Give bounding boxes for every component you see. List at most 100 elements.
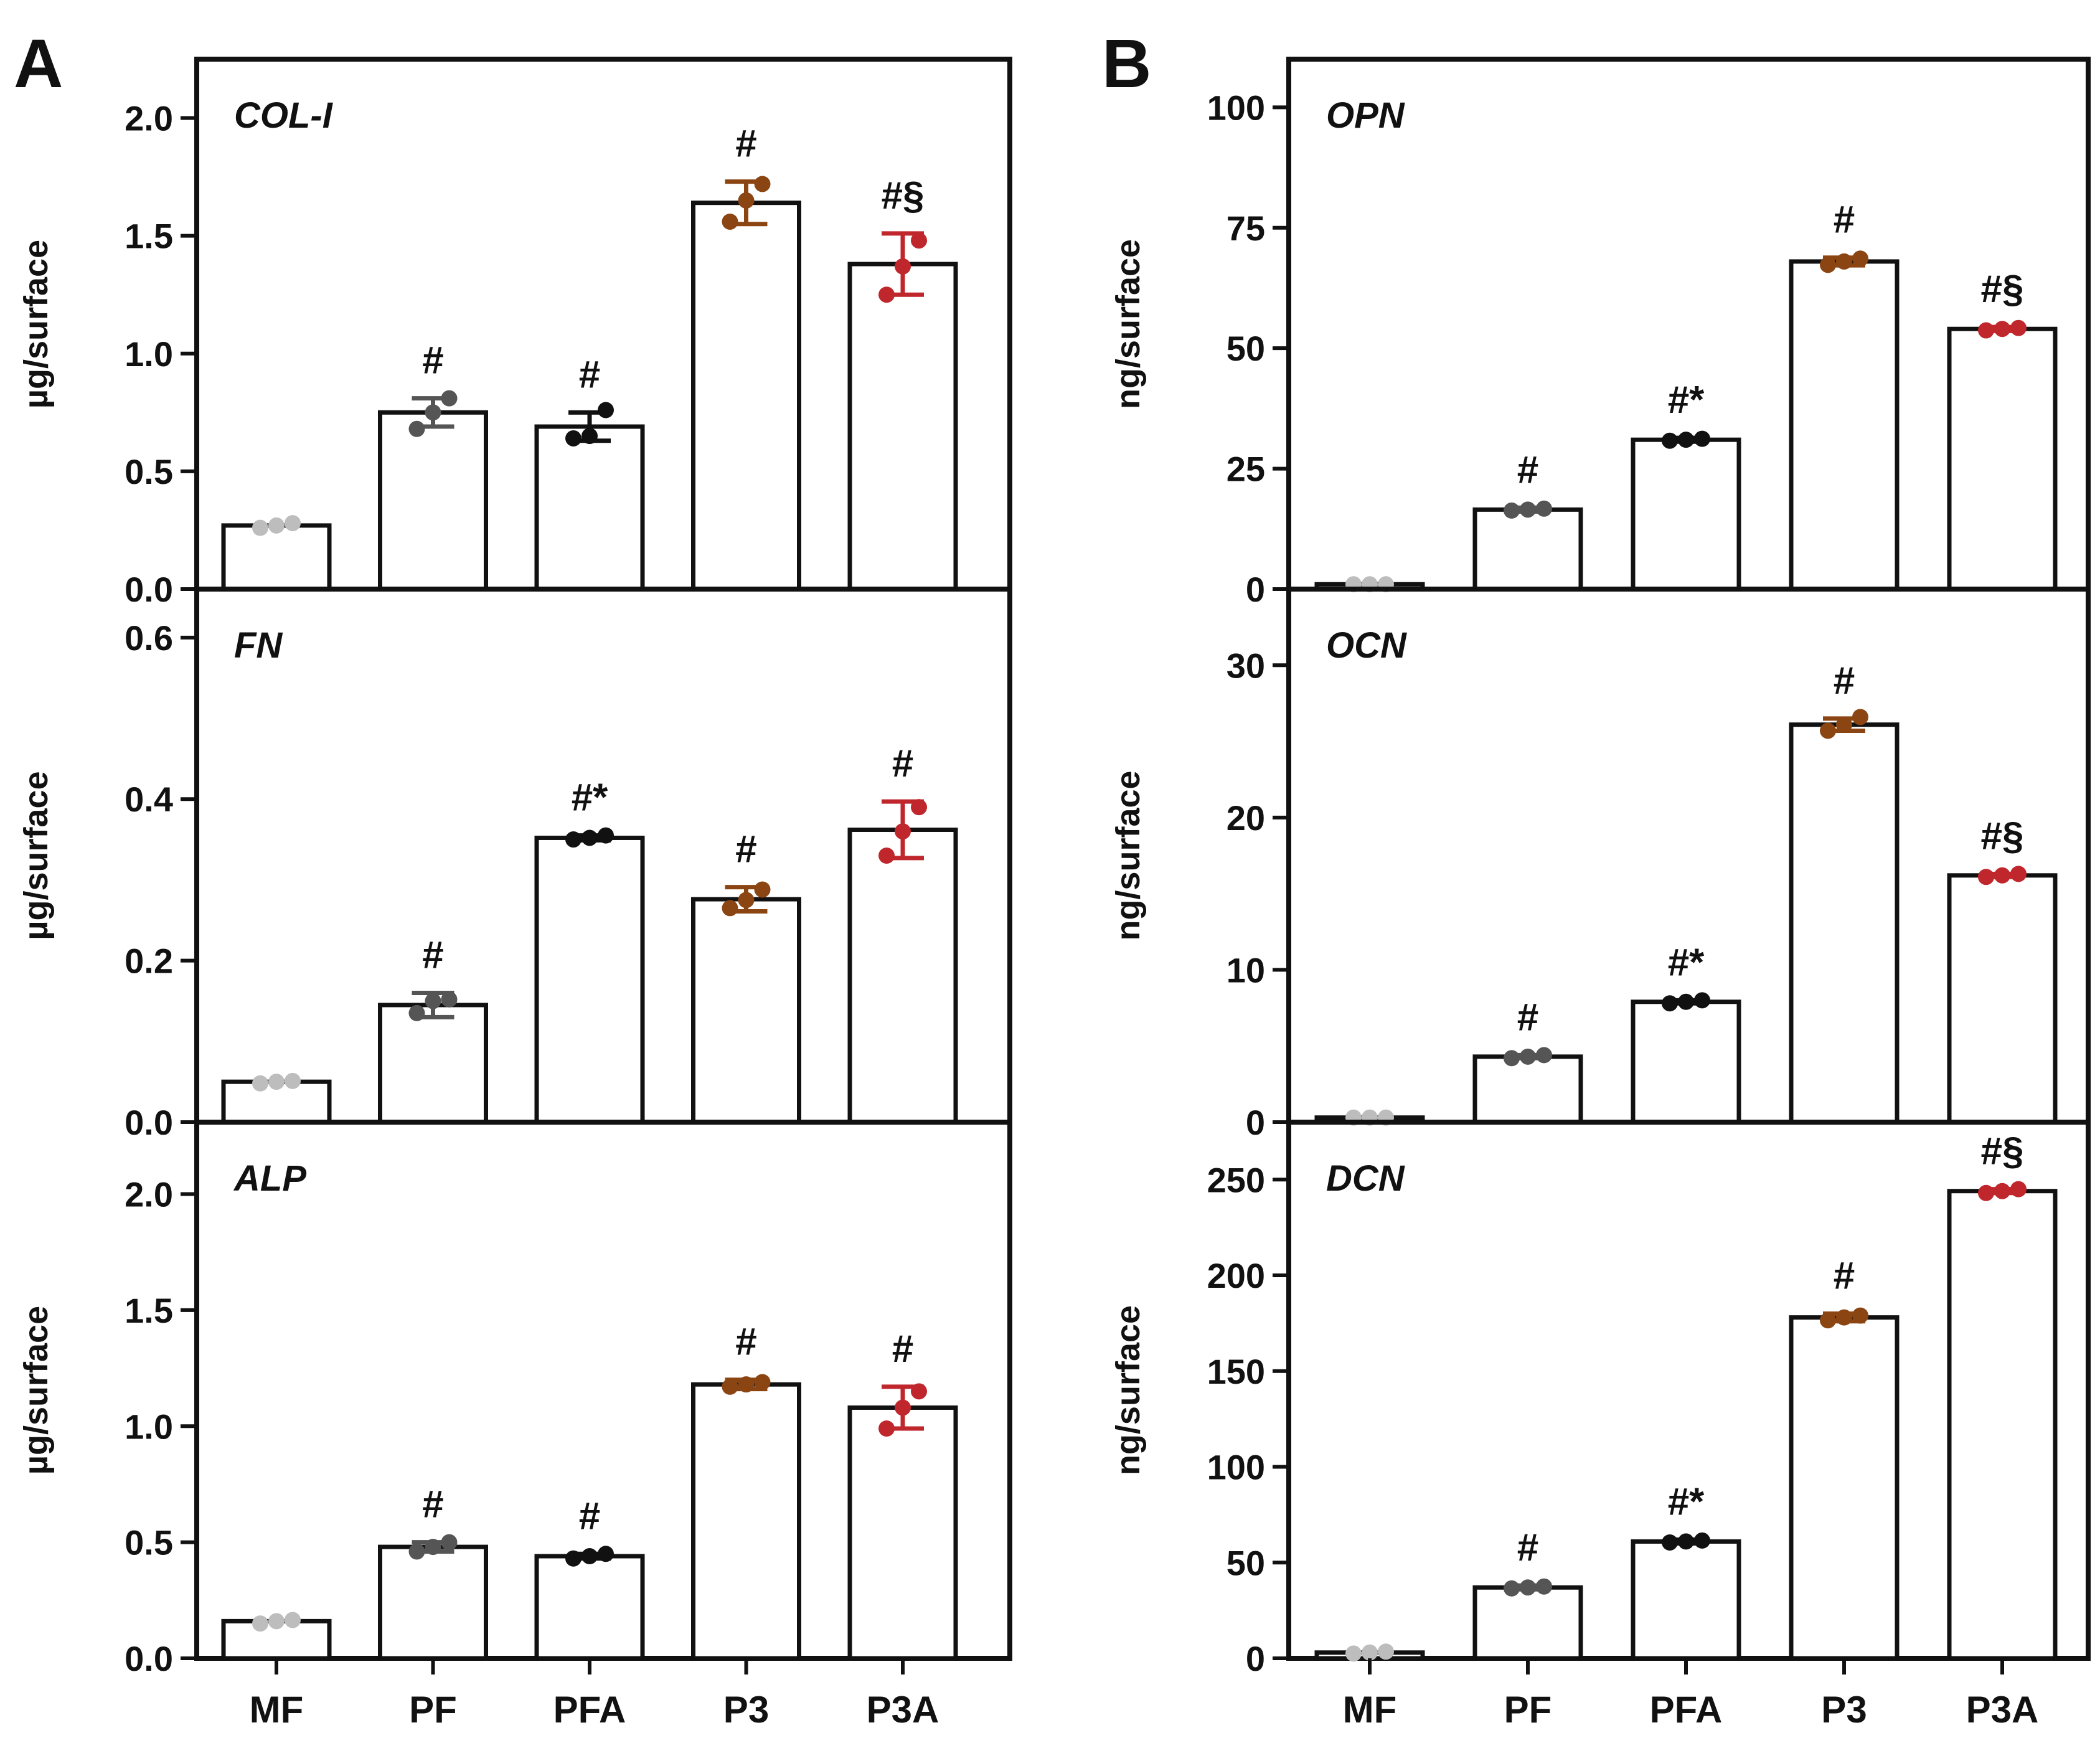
chart-opn-ytick-label-2: 50 <box>1227 329 1265 368</box>
chart-fn-mf-point-2 <box>285 1072 301 1089</box>
x-label-a-pf: PF <box>409 1689 457 1731</box>
chart-ocn: OCN ng/surface 0 10 20 30 # #* # #§ <box>1109 587 2091 1142</box>
chart-fn-p3a-bar <box>847 827 958 1125</box>
x-label-b-pf: PF <box>1504 1689 1552 1731</box>
chart-dcn-mf-point-2 <box>1378 1643 1394 1660</box>
panel-letter-b: B <box>1102 26 1151 102</box>
chart-ocn-p3a-annotation: #§ <box>1981 815 2024 857</box>
chart-ocn-p3a-point-1 <box>1994 867 2010 884</box>
chart-ocn-ytick-label-3: 30 <box>1227 646 1265 685</box>
chart-fn-pf-point-2 <box>441 991 458 1008</box>
chart-fn-mf-point-0 <box>252 1075 268 1092</box>
chart-opn-ytick-label-1: 25 <box>1227 450 1265 489</box>
chart-col-i-pf-bar <box>378 410 488 592</box>
chart-ocn-p3-bar <box>1789 722 1900 1125</box>
chart-opn-p3a-point-1 <box>1994 321 2010 338</box>
chart-col-i-mf-point-0 <box>252 519 268 536</box>
chart-col-i-ytick-label-1: 0.5 <box>125 452 173 491</box>
chart-alp: ALP µg/surface 0.0 0.5 1.0 1.5 2.0 # # # # <box>17 1120 1012 1678</box>
chart-ocn-pf-point-2 <box>1536 1047 1552 1064</box>
chart-ocn-pf-annotation: # <box>1517 996 1538 1039</box>
chart-dcn-mf-point-0 <box>1345 1645 1362 1662</box>
chart-col-i-ylabel: µg/surface <box>17 240 55 409</box>
chart-alp-p3a-annotation: # <box>892 1328 913 1371</box>
chart-col-i-p3a-point-2 <box>911 232 927 249</box>
chart-col-i-pfa-bar <box>534 424 645 592</box>
chart-dcn-pf-point-1 <box>1520 1579 1536 1596</box>
chart-opn-p3-bar <box>1789 259 1900 592</box>
chart-col-i-mf-point-2 <box>285 515 301 532</box>
x-label-a-mf: MF <box>250 1689 304 1731</box>
chart-alp-p3a-bar <box>847 1405 958 1661</box>
chart-col-i-ytick-label-4: 2.0 <box>125 99 173 138</box>
chart-fn-pf-point-0 <box>408 1004 425 1021</box>
chart-col-i-p3a-annotation: #§ <box>882 174 925 217</box>
chart-col-i-mf-bar <box>221 523 332 592</box>
chart-fn-ylabel: µg/surface <box>17 771 55 940</box>
chart-col-i-p3-bar <box>691 201 801 592</box>
chart-dcn-p3a-bar <box>1947 1189 2058 1661</box>
chart-ocn-p3-point-1 <box>1836 716 1852 733</box>
chart-alp-pfa-bar <box>534 1554 645 1661</box>
chart-dcn: DCN ng/surface 0 50 100 150 200 250 # #* # #§ <box>1109 1120 2091 1678</box>
chart-opn-p3a-point-2 <box>2010 319 2027 336</box>
chart-dcn-ytick-label-5: 250 <box>1207 1160 1265 1199</box>
chart-dcn-mf-point-1 <box>1362 1644 1378 1661</box>
chart-ocn-pfa-bar <box>1631 999 1741 1125</box>
chart-opn-pf-point-2 <box>1536 500 1552 517</box>
chart-dcn-p3a-annotation: #§ <box>1981 1130 2024 1173</box>
chart-dcn-pfa-bar <box>1631 1539 1741 1661</box>
x-label-b-p3a: P3A <box>1966 1689 2039 1731</box>
chart-opn-pfa-point-1 <box>1678 432 1694 448</box>
chart-col-i-mf-point-1 <box>268 517 285 534</box>
chart-fn-pf-annotation: # <box>422 933 443 976</box>
chart-alp-pf-point-0 <box>408 1543 425 1560</box>
chart-dcn-pf-annotation: # <box>1517 1526 1538 1569</box>
chart-alp-p3a-point-1 <box>895 1399 911 1416</box>
chart-opn-pfa-bar <box>1631 437 1741 592</box>
chart-alp-title: ALP <box>233 1158 306 1199</box>
chart-dcn-p3-annotation: # <box>1834 1255 1855 1298</box>
chart-ocn-p3-point-0 <box>1820 722 1836 739</box>
chart-alp-p3a-point-0 <box>878 1420 895 1437</box>
chart-ocn-p3a-bar <box>1947 873 2058 1125</box>
chart-fn-p3a-point-2 <box>911 799 927 816</box>
chart-ocn-ylabel: ng/surface <box>1109 770 1147 940</box>
chart-opn-p3-annotation: # <box>1834 199 1855 242</box>
chart-col-i-title: COL-I <box>234 95 334 136</box>
chart-fn-p3-bar <box>691 897 801 1125</box>
chart-dcn-p3-point-2 <box>1852 1307 1868 1324</box>
chart-dcn-ytick-label-3: 150 <box>1207 1352 1265 1391</box>
chart-ocn-pfa-point-2 <box>1694 992 1710 1009</box>
chart-fn-ytick-label-3: 0.6 <box>125 618 173 658</box>
chart-fn-pfa-annotation: #* <box>572 777 608 820</box>
chart-col-i-pf-annotation: # <box>422 339 443 382</box>
chart-ocn-p3a-point-2 <box>2010 866 2027 882</box>
chart-col-i-ytick-label-2: 1.0 <box>125 334 173 374</box>
chart-dcn-p3-point-1 <box>1836 1309 1852 1326</box>
chart-ocn-ytick-label-2: 20 <box>1227 798 1265 838</box>
chart-alp-p3-point-0 <box>722 1378 738 1395</box>
chart-dcn-pfa-point-1 <box>1678 1533 1694 1550</box>
chart-fn-pfa-point-1 <box>582 829 598 846</box>
chart-alp-p3a-point-2 <box>911 1383 927 1400</box>
chart-ocn-pfa-annotation: #* <box>1668 941 1705 984</box>
chart-opn-pf-annotation: # <box>1517 448 1538 491</box>
chart-opn-p3-point-2 <box>1852 250 1868 267</box>
chart-col-i-ytick-label-0: 0.0 <box>125 570 173 609</box>
chart-dcn-pf-point-2 <box>1536 1578 1552 1595</box>
chart-alp-ytick-label-1: 0.5 <box>125 1523 173 1562</box>
chart-col-i-p3-point-0 <box>722 213 738 230</box>
chart-fn-pf-bar <box>378 1003 488 1125</box>
chart-opn-ytick-label-3: 75 <box>1227 209 1265 248</box>
x-label-b-p3: P3 <box>1821 1689 1867 1731</box>
chart-fn-pfa-point-2 <box>598 827 614 844</box>
x-label-b-pfa: PFA <box>1650 1689 1723 1731</box>
chart-alp-ytick-label-2: 1.0 <box>125 1407 173 1446</box>
chart-opn-title: OPN <box>1326 95 1405 136</box>
chart-alp-ylabel: µg/surface <box>17 1306 55 1475</box>
chart-opn-p3-point-0 <box>1820 257 1836 273</box>
chart-alp-pf-annotation: # <box>422 1483 443 1526</box>
chart-col-i-p3a-point-1 <box>895 258 911 275</box>
chart-alp-p3-annotation: # <box>735 1321 756 1364</box>
